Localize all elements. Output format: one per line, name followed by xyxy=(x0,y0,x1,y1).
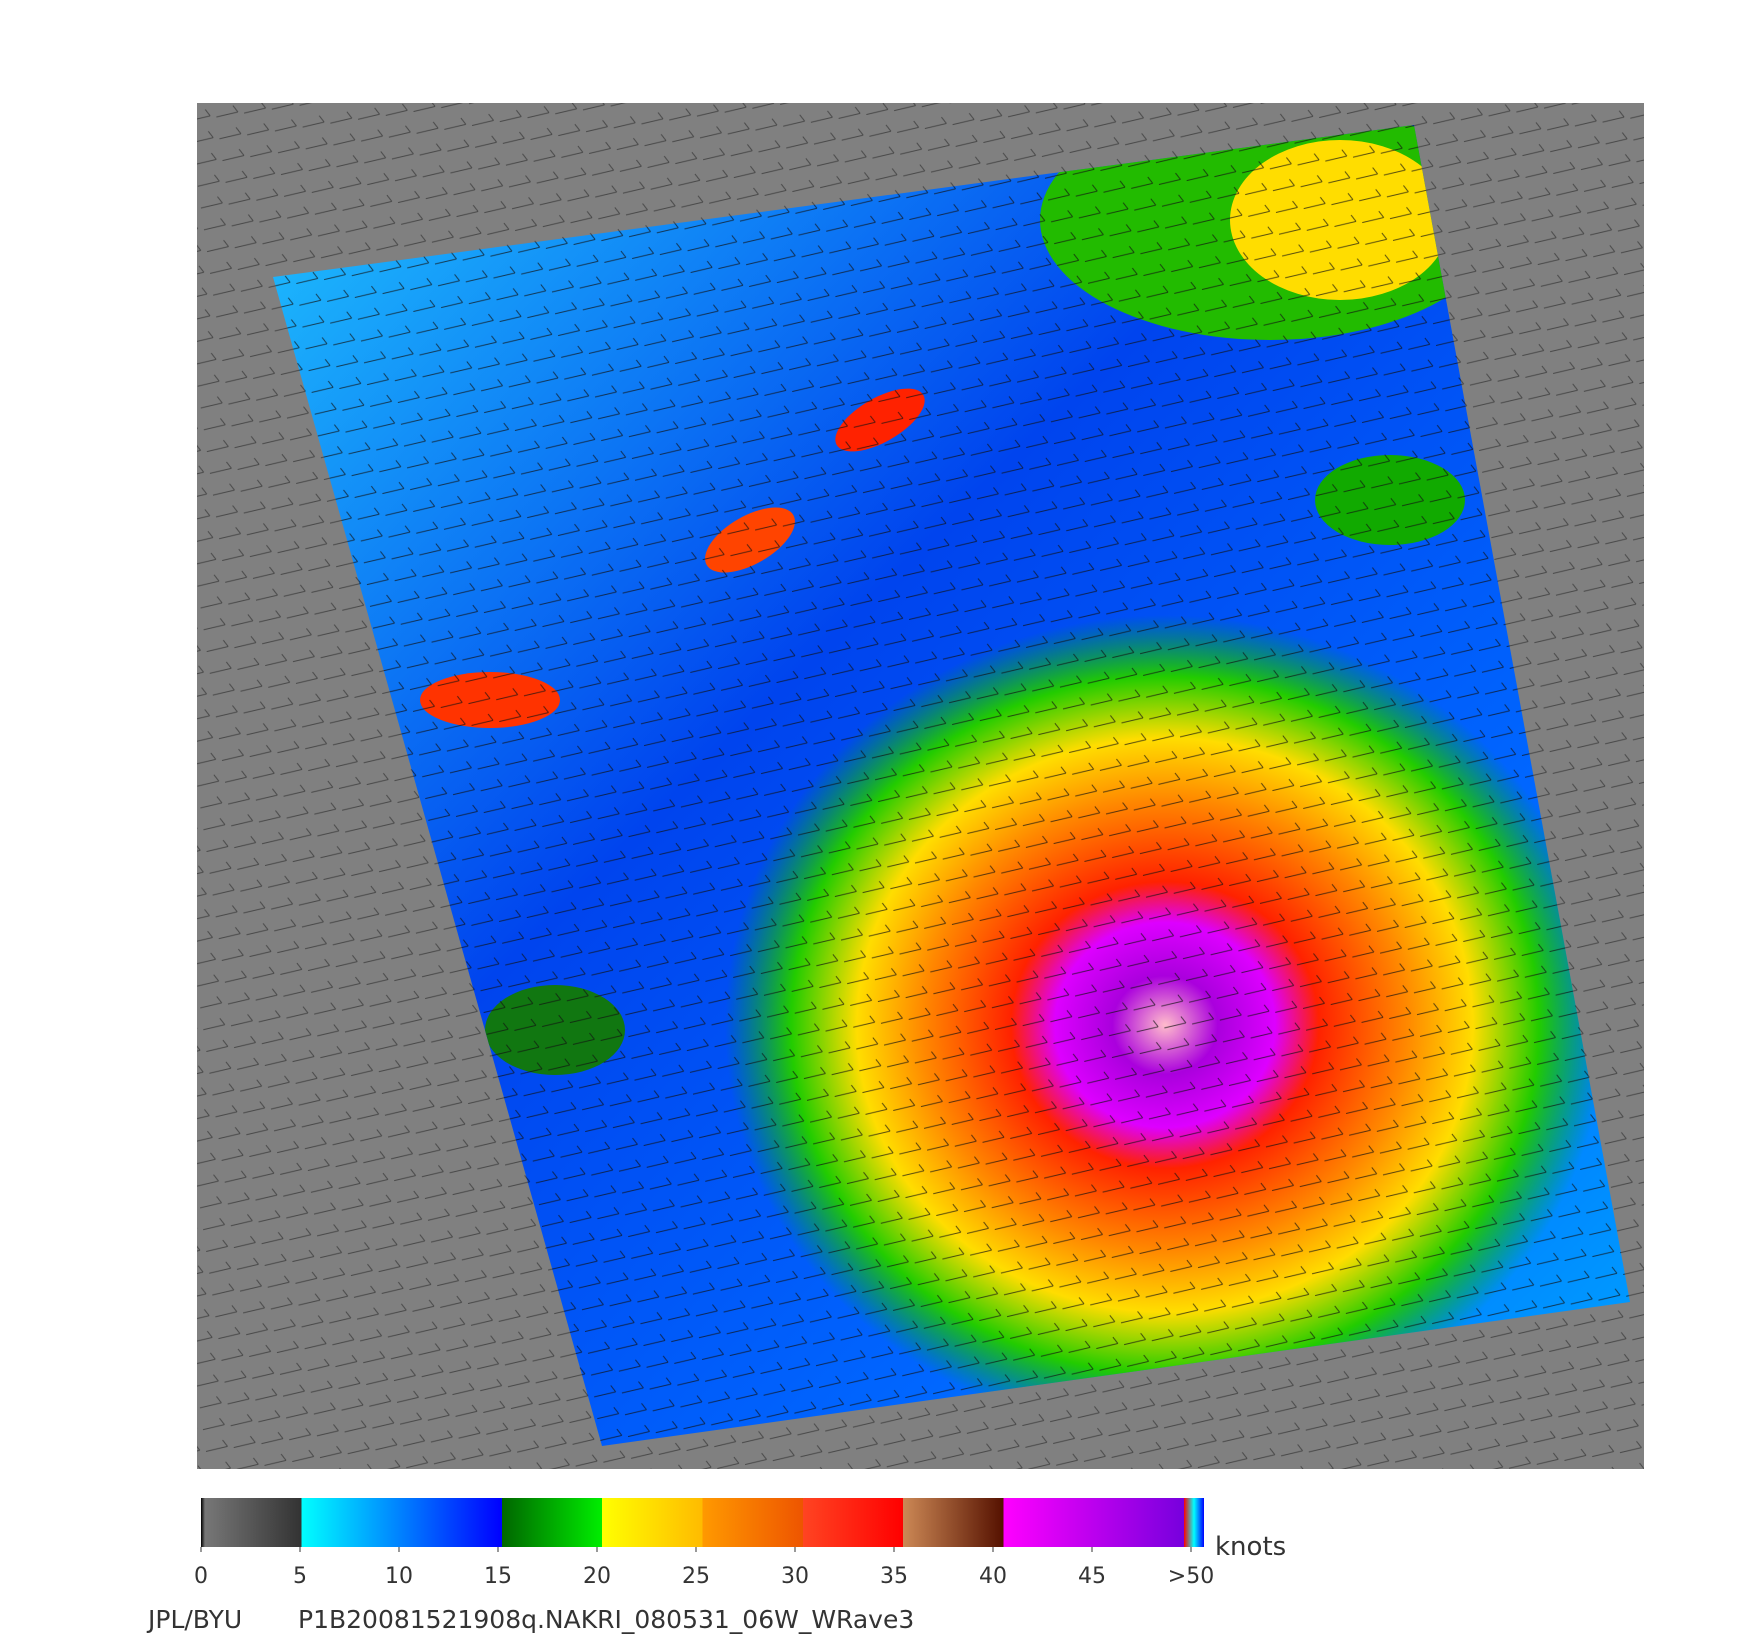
colorbar-tick-label: 40 xyxy=(979,1564,1007,1589)
caption-file: P1B20081521908q.NAKRI_080531_06W_WRave3 xyxy=(298,1605,914,1634)
colorbar-tick-label: 5 xyxy=(293,1564,307,1589)
colorbar xyxy=(201,1498,1204,1547)
colorbar-tick-label: 15 xyxy=(484,1564,512,1589)
colorbar-tick-label: 25 xyxy=(682,1564,710,1589)
caption-source: JPL/BYU xyxy=(146,1605,242,1634)
colorbar-tick-label: 20 xyxy=(583,1564,611,1589)
colorbar-tick-label: 0 xyxy=(194,1564,208,1589)
colorbar-tick-label: >50 xyxy=(1168,1564,1214,1589)
colorbar-unit: knots xyxy=(1215,1532,1286,1562)
colorbar-tick-label: 10 xyxy=(385,1564,413,1589)
colorbar-tick-label: 45 xyxy=(1078,1564,1106,1589)
colorbar-tick-label: 30 xyxy=(781,1564,809,1589)
colorbar-tick-label: 35 xyxy=(880,1564,908,1589)
